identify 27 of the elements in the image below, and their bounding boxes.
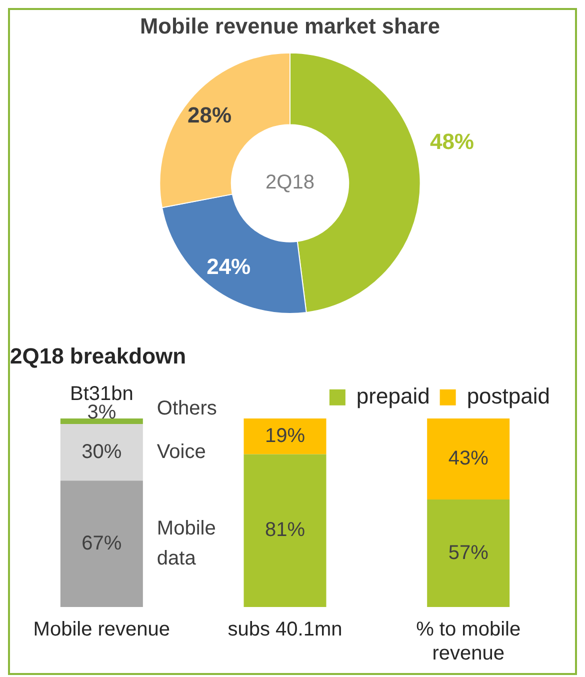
data-label: 28% xyxy=(187,102,232,128)
series-label: Mobile data xyxy=(156,517,216,570)
series-label: Others xyxy=(156,398,217,420)
series-label: Voice xyxy=(156,440,206,463)
data-label: 67% xyxy=(82,532,122,554)
x-tick-label: subs 40.1mn xyxy=(228,618,342,641)
x-tick-label: Mobile revenue xyxy=(33,618,170,641)
bar xyxy=(244,418,326,454)
legend-label: prepaid xyxy=(356,383,430,408)
data-label: 24% xyxy=(206,254,251,279)
bar xyxy=(60,418,143,424)
data-label: 81% xyxy=(264,519,306,542)
bar xyxy=(427,418,510,500)
text: 2Q18 xyxy=(266,172,314,194)
x-tick-label: % to mobile revenue xyxy=(416,618,521,665)
chart-title: 2Q18 breakdown xyxy=(10,343,186,368)
data-label: 30% xyxy=(82,440,122,463)
bar xyxy=(427,500,510,607)
bar xyxy=(60,424,143,481)
chart-title: Mobile revenue market share xyxy=(140,13,440,38)
legend-label: postpaid xyxy=(466,383,550,408)
bar xyxy=(60,480,143,607)
data-label: 43% xyxy=(448,447,489,470)
data-label: 19% xyxy=(264,424,306,447)
data-label: 48% xyxy=(430,129,474,154)
data-label: 57% xyxy=(448,542,489,564)
bar xyxy=(244,454,326,607)
